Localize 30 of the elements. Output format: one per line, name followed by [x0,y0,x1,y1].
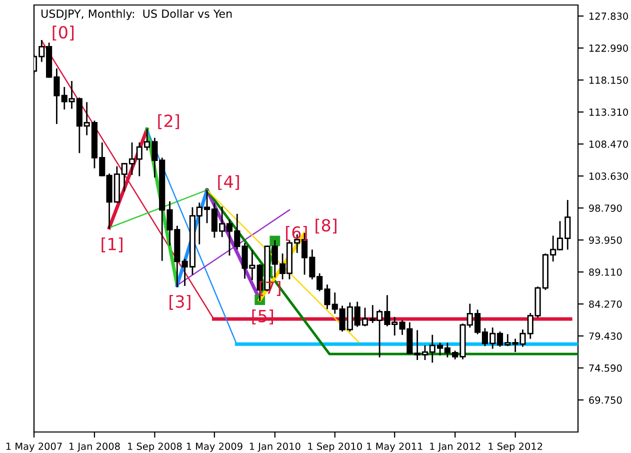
annotation: [3] [170,294,190,310]
x-tick-label: 1 May 2007 [6,442,62,452]
y-tick-label: 74.590 [589,364,622,372]
y-tick-label: 127.830 [589,12,628,20]
y-tick-label: 89.110 [589,268,622,276]
y-tick-label: 79.430 [589,332,622,340]
y-tick-label: 118.150 [589,76,628,84]
annotation: [6] [286,226,307,241]
annotation: [2] [158,114,179,130]
annotation: [1] [102,237,122,252]
y-tick-label: 69.750 [589,396,622,404]
y-tick-label: 122.990 [589,44,628,52]
x-tick-label: 1 Jan 2010 [250,442,300,452]
y-tick-label: 108.470 [589,140,628,148]
chart-title: USDJPY, Monthly: US Dollar vs Yen [41,9,232,20]
annotation: [4] [218,175,239,190]
y-tick-label: 98.790 [589,204,622,212]
y-tick-label: 113.310 [589,108,628,116]
y-tick-label: 93.950 [589,236,622,244]
x-tick-label: 1 Sep 2010 [308,442,362,452]
y-tick-label: 84.270 [589,300,622,308]
y-tick-label: 103.630 [589,172,628,180]
annotation: [8] [316,218,336,234]
x-tick-label: 1 Jan 2008 [69,442,120,452]
x-tick-label: 1 May 2009 [186,442,242,452]
x-tick-label: 1 May 2011 [367,442,422,452]
annotation: [0] [52,26,74,41]
x-tick-label: 1 Jan 2012 [430,442,480,452]
x-tick-label: 1 Sep 2008 [128,442,182,452]
x-tick-label: 1 Sep 2012 [488,442,542,452]
